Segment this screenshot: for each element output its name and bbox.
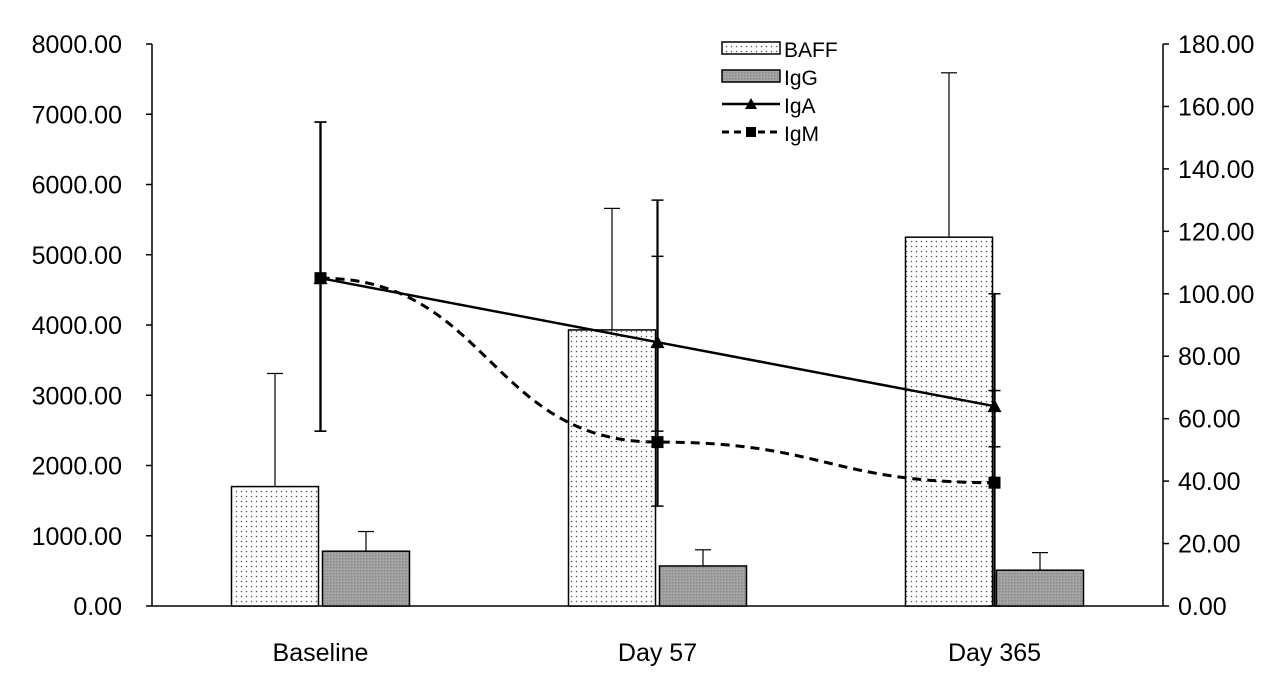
legend-swatch-igg <box>721 69 781 83</box>
left-tick-label: 8000.00 <box>32 31 122 59</box>
marker-igm <box>988 476 1001 489</box>
x-tick-label: Baseline <box>273 639 369 667</box>
left-tick-label: 1000.00 <box>32 523 122 551</box>
right-tick-label: 60.00 <box>1178 406 1241 434</box>
right-tick-label: 40.00 <box>1178 468 1241 496</box>
bar-baff <box>230 485 320 607</box>
legend-label-igm: IgM <box>784 123 819 146</box>
right-tick-label: 140.00 <box>1178 156 1254 184</box>
right-tick-label: 0.00 <box>1178 593 1227 621</box>
marker-iga <box>987 399 1002 413</box>
left-tick-label: 4000.00 <box>32 312 122 340</box>
right-tick-label: 80.00 <box>1178 343 1241 371</box>
legend-marker-igm <box>746 127 756 137</box>
marker-iga <box>313 271 328 285</box>
right-tick-label: 120.00 <box>1178 218 1254 246</box>
right-tick-label: 160.00 <box>1178 93 1254 121</box>
legend-label-baff: BAFF <box>784 39 838 62</box>
left-tick-label: 6000.00 <box>32 172 122 200</box>
series-line-igm <box>320 276 995 485</box>
left-tick-label: 0.00 <box>73 593 122 621</box>
right-tick-label: 100.00 <box>1178 281 1254 309</box>
left-tick-label: 3000.00 <box>32 382 122 410</box>
right-tick-label: 180.00 <box>1178 31 1254 59</box>
left-tick-label: 5000.00 <box>32 242 122 270</box>
bar-igg <box>995 569 1085 607</box>
marker-igm <box>651 436 664 449</box>
x-tick-label: Day 365 <box>948 639 1041 667</box>
bar-igg <box>658 565 748 607</box>
legend-marker-iga <box>745 98 757 109</box>
bar-baff <box>904 236 994 607</box>
legend-label-iga: IgA <box>784 95 816 118</box>
bar-baff <box>567 329 657 607</box>
legend-swatch-baff <box>721 41 781 55</box>
left-tick-label: 7000.00 <box>32 101 122 129</box>
bar-igg <box>321 550 411 607</box>
marker-iga <box>650 335 665 349</box>
legend-label-igg: IgG <box>784 67 818 90</box>
left-tick-label: 2000.00 <box>32 453 122 481</box>
right-tick-label: 20.00 <box>1178 531 1241 559</box>
x-tick-label: Day 57 <box>618 639 697 667</box>
